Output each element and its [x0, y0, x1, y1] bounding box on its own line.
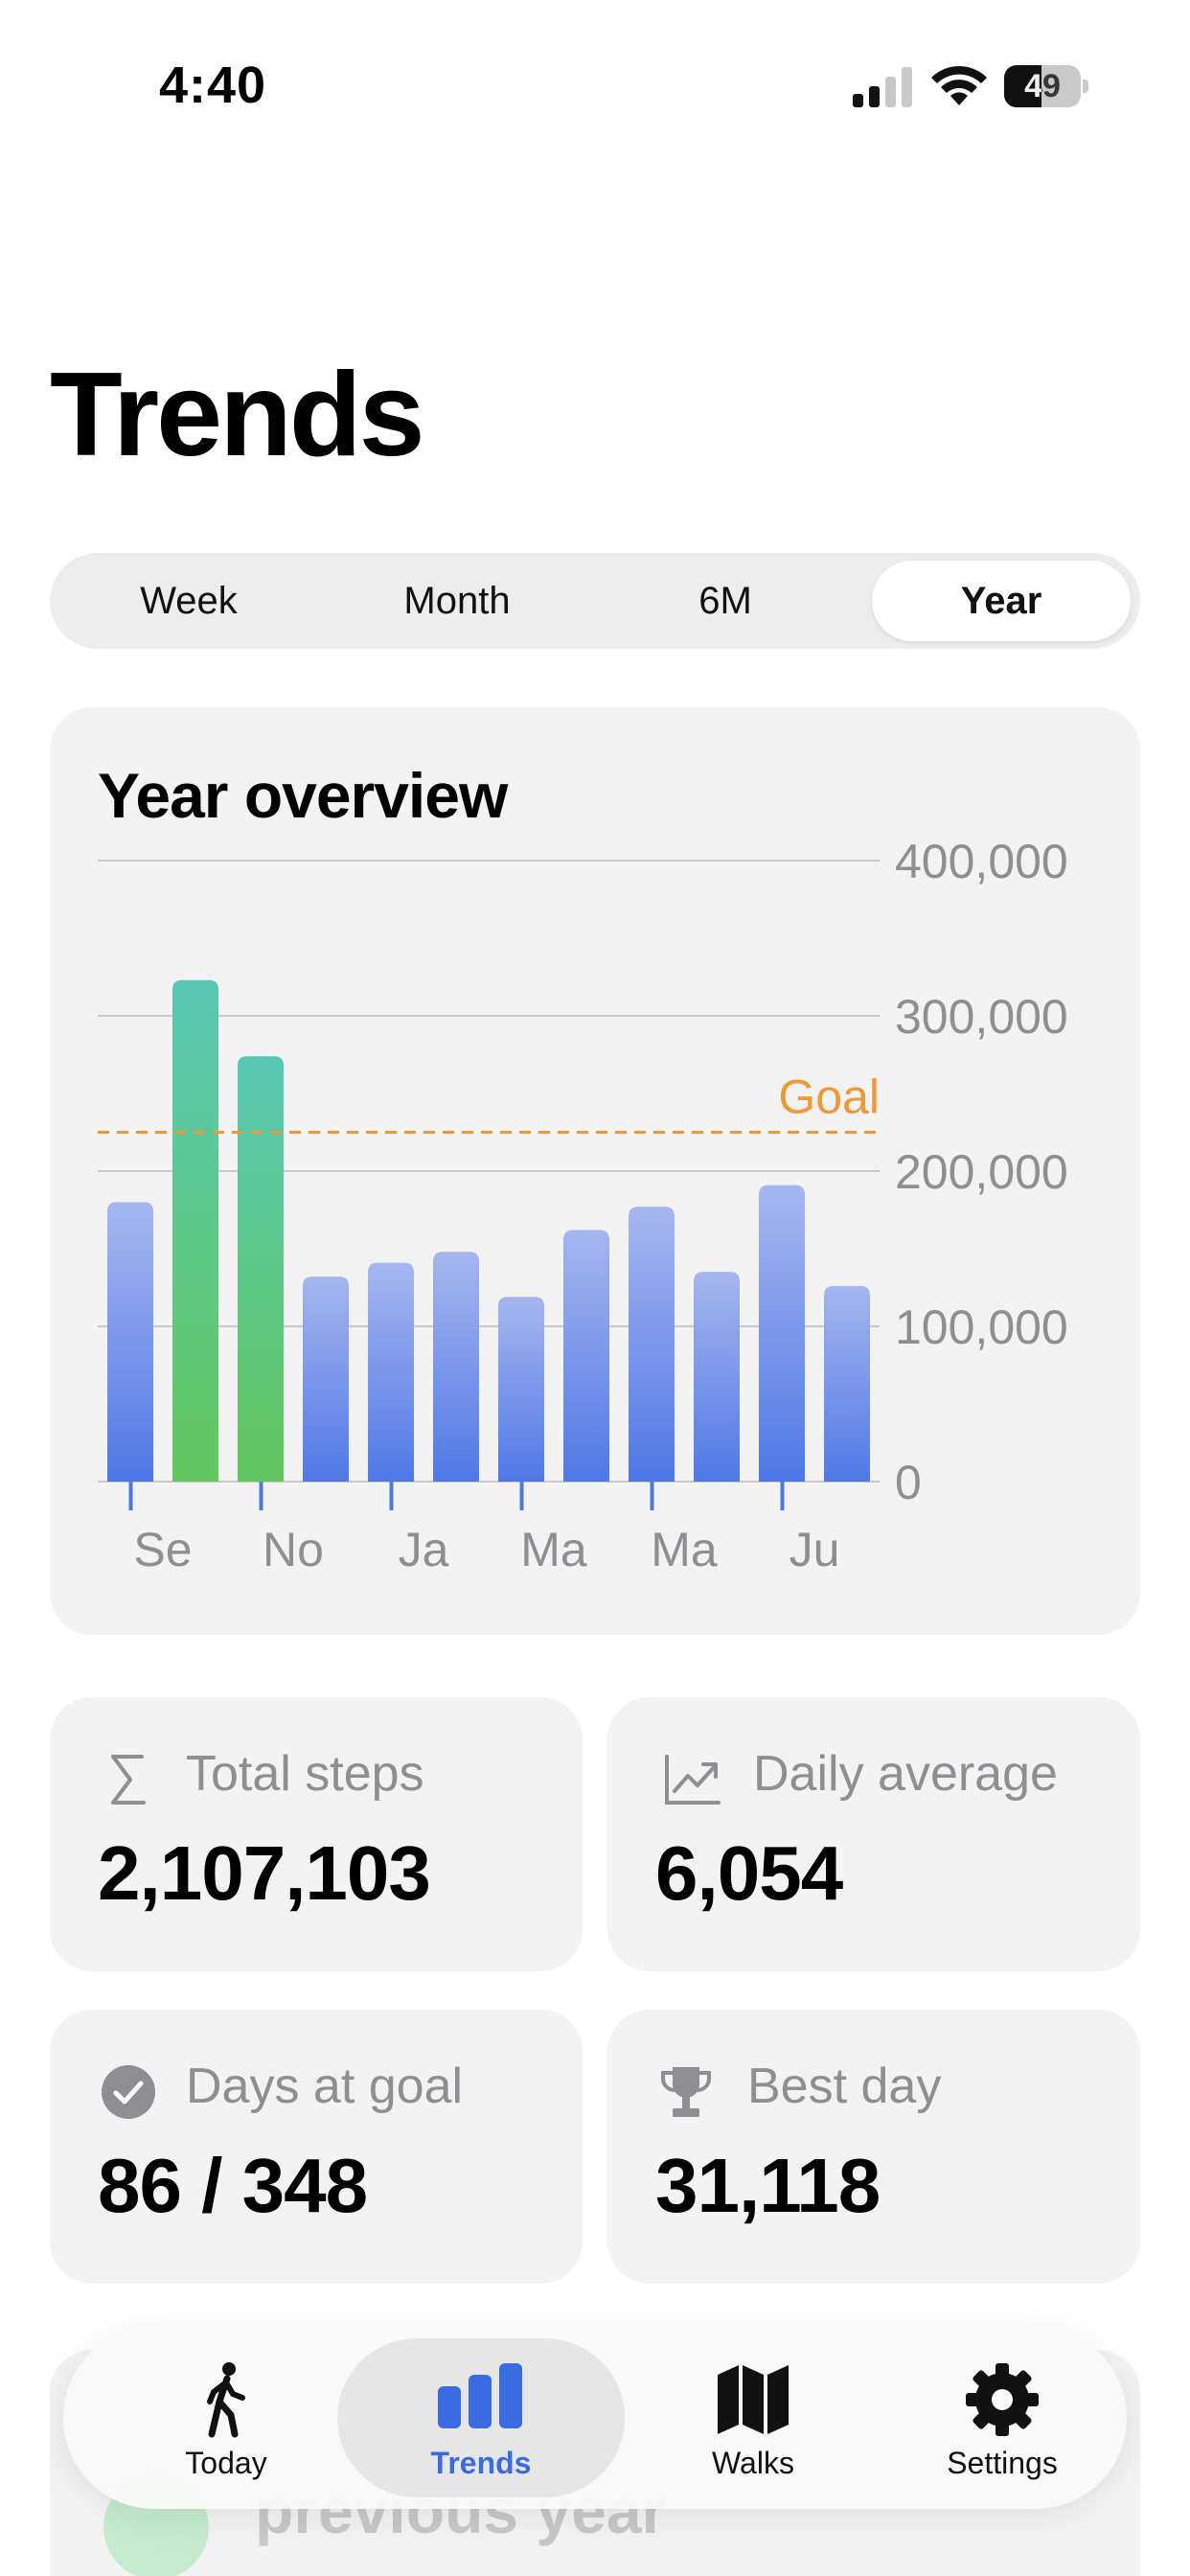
stat-label: Best day	[747, 2058, 942, 2114]
x-tick-mark	[128, 1482, 133, 1510]
stat-value: 6,054	[655, 1830, 843, 1916]
segment-month[interactable]: Month	[403, 580, 511, 622]
stat-label: Total steps	[186, 1746, 424, 1802]
tab-label: Settings	[947, 2446, 1058, 2480]
segment-6m[interactable]: 6M	[698, 580, 752, 622]
walking-figure-icon	[207, 2362, 245, 2438]
trophy-icon	[661, 2067, 711, 2117]
battery-icon: 49	[1004, 65, 1088, 107]
bar-jul[interactable]	[824, 1285, 870, 1482]
y-tick-label: 0	[895, 1456, 922, 1509]
x-tick-label: Ju	[790, 1523, 840, 1576]
tab-walks[interactable]: Walks	[629, 2327, 878, 2509]
period-segmented-control: Week Month 6M Year	[50, 553, 1140, 649]
x-tick-label: Se	[133, 1523, 192, 1576]
bar-apr[interactable]	[629, 1207, 675, 1482]
stat-value: 2,107,103	[98, 1830, 431, 1916]
stat-label: Days at goal	[186, 2058, 464, 2114]
x-tick-label: No	[263, 1523, 324, 1576]
year-overview-card: Year overview 400,000 300,000 200,000 100,0…	[50, 707, 1140, 1635]
y-tick-label: 100,000	[895, 1300, 1068, 1354]
year-overview-chart: 400,000 300,000 200,000 100,000 0 Goal Se No J…	[98, 835, 1068, 1576]
x-tick-label: Ma	[651, 1523, 718, 1576]
bar-feb[interactable]	[498, 1297, 544, 1482]
tab-label: Trends	[430, 2446, 532, 2480]
bar-dec[interactable]	[368, 1262, 414, 1482]
trend-chart-icon	[665, 1755, 721, 1805]
y-tick-label: 400,000	[895, 835, 1068, 888]
x-tick-mark	[389, 1482, 394, 1510]
checkmark-circle-icon	[102, 2065, 155, 2119]
status-time: 4:40	[159, 57, 267, 114]
total-steps-card: Total steps 2,107,103	[50, 1697, 583, 1971]
daily-average-card: Daily average 6,054	[607, 1697, 1140, 1971]
y-tick-label: 200,000	[895, 1145, 1068, 1199]
stat-value: 31,118	[655, 2143, 881, 2228]
wifi-icon	[931, 65, 987, 105]
x-tick-mark	[650, 1482, 654, 1510]
stat-value: 86 / 348	[98, 2143, 368, 2228]
sigma-icon	[111, 1755, 146, 1805]
x-tick-mark	[519, 1482, 524, 1510]
stat-label: Daily average	[753, 1746, 1058, 1802]
bar-mar[interactable]	[563, 1230, 609, 1482]
segment-year[interactable]: Year	[872, 561, 1131, 641]
tab-settings[interactable]: Settings	[878, 2327, 1127, 2509]
tab-today[interactable]: Today	[102, 2327, 351, 2509]
tab-bar: Today Trends Walks Settings	[63, 2327, 1127, 2509]
bar-aug[interactable]	[107, 1202, 153, 1482]
x-tick-mark	[259, 1482, 263, 1510]
tab-trends[interactable]: Trends	[337, 2327, 625, 2509]
cellular-signal-icon	[853, 67, 912, 107]
segment-week[interactable]: Week	[140, 580, 238, 622]
chart-title: Year overview	[98, 760, 508, 831]
bar-chart-icon	[438, 2363, 522, 2428]
goal-label: Goal	[778, 1070, 880, 1124]
tab-label: Walks	[712, 2446, 794, 2480]
status-bar: 4:40 49	[0, 0, 1190, 172]
days-at-goal-card: Days at goal 86 / 348	[50, 2010, 583, 2284]
bar-jun[interactable]	[759, 1184, 805, 1482]
bar-sep[interactable]	[172, 979, 218, 1482]
bar-may[interactable]	[694, 1272, 740, 1482]
battery-percentage: 49	[1024, 68, 1061, 104]
x-tick-label: Ja	[399, 1523, 449, 1576]
map-icon	[718, 2365, 789, 2434]
bar-oct[interactable]	[238, 1056, 284, 1482]
best-day-card: Best day 31,118	[607, 2010, 1140, 2284]
bar-nov[interactable]	[303, 1276, 349, 1482]
page-title: Trends	[50, 349, 425, 481]
y-tick-label: 300,000	[895, 990, 1068, 1044]
gear-icon	[966, 2363, 1039, 2436]
x-tick-label: Ma	[520, 1523, 587, 1576]
x-tick-mark	[780, 1482, 785, 1510]
bar-jan[interactable]	[433, 1252, 479, 1482]
tab-label: Today	[185, 2446, 267, 2480]
